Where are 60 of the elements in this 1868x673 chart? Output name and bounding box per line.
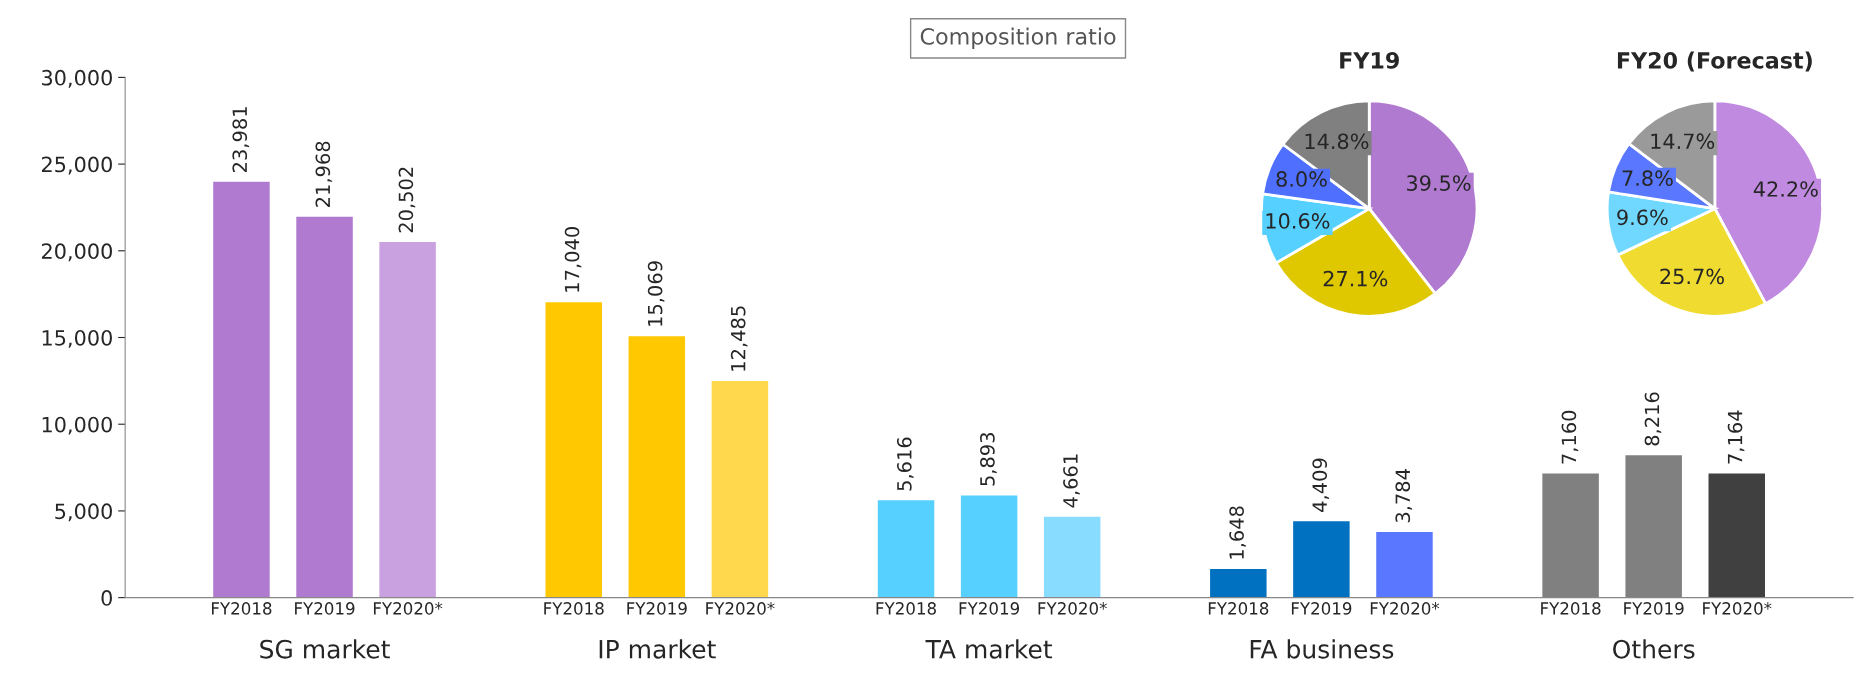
data-label: 5,893 bbox=[980, 432, 997, 486]
data-label: 27.1% bbox=[1323, 270, 1388, 287]
y-tick-label: 10,000 bbox=[42, 416, 112, 435]
data-label: 20,502 bbox=[398, 167, 416, 233]
y-tick-label: 20,000 bbox=[41, 243, 112, 262]
text: FY2020* bbox=[1703, 602, 1772, 615]
y-tick-label: 25,000 bbox=[41, 156, 112, 175]
data-label: 8,216 bbox=[1644, 392, 1662, 446]
data-label: 14.8% bbox=[1305, 133, 1369, 150]
x-tick-label: TA market bbox=[925, 639, 1053, 659]
x-tick-label: IP market bbox=[599, 639, 716, 659]
data-label: 9.6% bbox=[1617, 209, 1668, 226]
bar bbox=[711, 381, 769, 598]
data-label: 7,160 bbox=[1561, 410, 1579, 464]
y-tick-label: 5,000 bbox=[55, 503, 112, 522]
data-label: 4,661 bbox=[1063, 454, 1080, 508]
data-label: 25.7% bbox=[1660, 268, 1724, 285]
text: FY2019 bbox=[1624, 602, 1684, 615]
data-label: 4,409 bbox=[1312, 458, 1330, 512]
series-label: FY2020* bbox=[1038, 602, 1107, 615]
y-tick-label: 15,000 bbox=[42, 329, 112, 348]
text: FY2018 bbox=[1208, 602, 1269, 615]
bar bbox=[1708, 473, 1765, 598]
data-label: 7,164 bbox=[1727, 410, 1745, 464]
x-tick-label: FA business bbox=[1250, 639, 1394, 659]
data-label: 3,784 bbox=[1395, 469, 1413, 523]
data-label: 39.5% bbox=[1407, 175, 1471, 191]
data-label: 12,485 bbox=[730, 306, 748, 371]
text: FY2020* bbox=[373, 602, 443, 615]
bar bbox=[1376, 532, 1433, 598]
y-tick-label: 30,000 bbox=[42, 69, 112, 88]
chart-title: FY20 (Forecast) bbox=[1617, 51, 1812, 72]
data-label: 15,069 bbox=[647, 261, 665, 326]
x-tick-label: Others bbox=[1613, 639, 1695, 659]
series-label: FY2019 bbox=[295, 602, 355, 615]
text: Composition ratio bbox=[920, 27, 1116, 50]
text: FY2018 bbox=[212, 602, 272, 615]
data-label: 10.6% bbox=[1266, 213, 1330, 229]
bar bbox=[379, 242, 436, 598]
text: FY2018 bbox=[876, 602, 936, 615]
data-label: 23,981 bbox=[232, 107, 250, 173]
text: FY2020* bbox=[706, 602, 775, 615]
series-label: FY2018 bbox=[1541, 602, 1601, 615]
data-label: 8.0% bbox=[1276, 171, 1327, 187]
text: FY2018 bbox=[544, 602, 604, 615]
data-label: 21,968 bbox=[315, 141, 333, 207]
data-label: 5,616 bbox=[896, 437, 914, 491]
data-label: 7.8% bbox=[1622, 170, 1673, 187]
x-tick-label: SG market bbox=[260, 639, 390, 659]
text: FY2020* bbox=[1370, 602, 1440, 615]
text: FY2019 bbox=[627, 602, 687, 615]
chart-title: FY19 bbox=[1340, 52, 1399, 69]
y-tick-label: 0 bbox=[101, 590, 112, 606]
data-label: 14.7% bbox=[1651, 133, 1715, 150]
text: FY2019 bbox=[959, 602, 1020, 615]
data-label: 17,040 bbox=[564, 227, 582, 292]
bar bbox=[1043, 516, 1101, 598]
text: FY2019 bbox=[1291, 602, 1352, 615]
data-label: 1,648 bbox=[1229, 506, 1246, 559]
data-label: 42.2% bbox=[1753, 181, 1818, 197]
